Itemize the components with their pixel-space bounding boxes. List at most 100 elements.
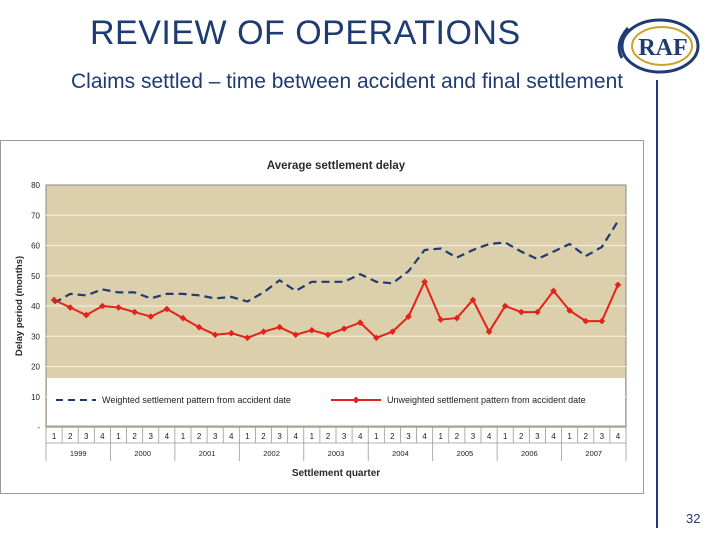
x-tick-label: 1 <box>181 432 186 441</box>
unweighted-data-point <box>276 323 283 331</box>
unweighted-data-point <box>131 308 138 316</box>
unweighted-data-point <box>163 305 171 313</box>
unweighted-data-point <box>244 334 251 342</box>
x-tick-label: 1 <box>503 432 508 441</box>
x-tick-label: 2 <box>132 432 137 441</box>
unweighted-data-point <box>614 281 622 289</box>
year-label: 2007 <box>585 449 602 458</box>
year-label: 2003 <box>328 449 345 458</box>
unweighted-data-point <box>179 314 187 322</box>
legend-label: Unweighted settlement pattern from accid… <box>387 395 586 405</box>
x-tick-label: 2 <box>583 432 588 441</box>
y-tick-label: 70 <box>31 211 40 220</box>
x-tick-label: 3 <box>148 432 153 441</box>
unweighted-data-point <box>469 296 477 304</box>
unweighted-data-point <box>324 331 332 339</box>
settlement-delay-chart: - 10 20 30 40 50 60 70 80 Weighted settlement pat… <box>14 160 627 479</box>
x-tick-label: 4 <box>487 432 492 441</box>
year-label: 2001 <box>199 449 216 458</box>
year-label: 1999 <box>70 449 87 458</box>
page-number: 32 <box>686 511 701 526</box>
x-tick-label: 1 <box>245 432 250 441</box>
x-tick-label: 1 <box>310 432 315 441</box>
unweighted-data-point <box>453 314 461 322</box>
legend-marker <box>352 396 360 404</box>
year-label: 2004 <box>392 449 409 458</box>
chart-title: Average settlement delay <box>267 160 406 172</box>
x-tick-label: 4 <box>422 432 427 441</box>
unweighted-data-point <box>517 308 525 316</box>
unweighted-data-point <box>308 326 316 334</box>
y-tick-label: 10 <box>31 393 40 402</box>
unweighted-data-point <box>340 325 348 332</box>
unweighted-data-point <box>227 329 235 337</box>
y-tick-label: 30 <box>31 332 40 341</box>
unweighted-data-point <box>292 331 300 339</box>
page-subtitle: Claims settled – time between accident a… <box>71 70 624 93</box>
raf-logo: RAF <box>617 18 700 74</box>
unweighted-data-point <box>115 304 122 311</box>
x-tick-label: 3 <box>277 432 282 441</box>
x-tick-label: 1 <box>374 432 379 441</box>
logo-text: RAF <box>638 35 687 61</box>
x-tick-label: 2 <box>390 432 395 441</box>
y-tick-label: - <box>37 423 40 432</box>
unweighted-data-point <box>389 328 396 336</box>
unweighted-data-point <box>437 316 445 323</box>
unweighted-data-point <box>147 313 155 320</box>
unweighted-data-point <box>82 311 90 319</box>
x-tick-label: 2 <box>455 432 460 441</box>
x-tick-label: 3 <box>471 432 476 441</box>
page-title: REVIEW OF OPERATIONS <box>90 14 521 52</box>
y-tick-label: 40 <box>31 302 40 311</box>
x-tick-label: 2 <box>197 432 202 441</box>
x-tick-label: 4 <box>551 432 556 441</box>
x-tick-label: 4 <box>229 432 234 441</box>
x-tick-label: 2 <box>519 432 524 441</box>
year-label: 2002 <box>263 449 280 458</box>
weighted-series-line <box>53 220 619 304</box>
x-tick-label: 2 <box>261 432 266 441</box>
y-tick-label: 50 <box>31 272 40 281</box>
year-label: 2006 <box>521 449 538 458</box>
unweighted-data-point <box>550 287 557 295</box>
x-tick-label: 3 <box>213 432 218 441</box>
x-axis-label: Settlement quarter <box>292 468 380 479</box>
x-tick-label: 3 <box>84 432 89 441</box>
y-tick-label: 20 <box>31 363 40 372</box>
x-tick-label: 1 <box>116 432 121 441</box>
unweighted-data-point <box>372 334 380 342</box>
x-tick-label: 3 <box>600 432 605 441</box>
unweighted-data-point <box>485 328 493 336</box>
x-tick-label: 2 <box>326 432 331 441</box>
unweighted-data-point <box>99 302 106 310</box>
x-tick-label: 3 <box>535 432 540 441</box>
x-tick-label: 1 <box>438 432 443 441</box>
unweighted-data-point <box>598 317 606 325</box>
unweighted-data-point <box>582 317 590 325</box>
x-tick-label: 4 <box>293 432 298 441</box>
unweighted-data-point <box>260 328 267 336</box>
x-tick-label: 1 <box>52 432 57 441</box>
unweighted-data-point <box>66 304 74 311</box>
x-tick-label: 4 <box>616 432 621 441</box>
x-tick-label: 3 <box>406 432 411 441</box>
unweighted-data-point <box>211 331 219 339</box>
unweighted-data-point <box>566 307 573 314</box>
y-tick-label: 60 <box>31 242 40 251</box>
unweighted-data-point <box>50 296 58 304</box>
unweighted-data-point <box>405 313 412 320</box>
x-tick-label: 4 <box>358 432 363 441</box>
unweighted-data-point <box>421 278 428 286</box>
x-tick-label: 1 <box>567 432 572 441</box>
x-tick-label: 4 <box>165 432 170 441</box>
x-tick-label: 3 <box>342 432 347 441</box>
x-tick-label: 2 <box>68 432 73 441</box>
unweighted-data-point <box>501 302 509 310</box>
year-label: 2000 <box>134 449 151 458</box>
chart-frame: - 10 20 30 40 50 60 70 80 Weighted settlement pat… <box>0 140 644 494</box>
vertical-divider <box>656 80 658 528</box>
unweighted-data-point <box>534 308 541 316</box>
x-tick-label: 4 <box>100 432 105 441</box>
legend-box <box>47 378 625 425</box>
